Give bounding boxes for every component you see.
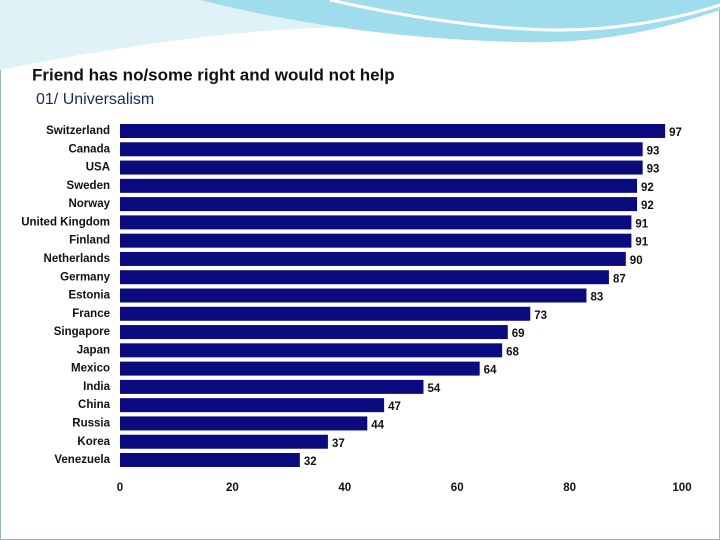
bar xyxy=(120,379,424,394)
y-tick-label: Japan xyxy=(77,344,110,356)
bar xyxy=(120,306,531,321)
y-tick-label: Canada xyxy=(68,143,110,155)
bar xyxy=(120,215,632,230)
value-label: 91 xyxy=(635,237,648,249)
chart-title: Friend has no/some right and would not h… xyxy=(32,65,395,84)
y-tick-label: Sweden xyxy=(67,180,110,192)
bar xyxy=(120,325,508,340)
y-tick-label: Mexico xyxy=(71,363,110,375)
bar xyxy=(120,288,587,303)
y-tick-label: United Kingdom xyxy=(21,216,110,228)
bar xyxy=(120,343,503,358)
bar xyxy=(120,453,300,467)
x-tick-label: 40 xyxy=(338,482,351,494)
y-tick-label: India xyxy=(83,381,110,393)
bar xyxy=(120,416,368,431)
x-tick-label: 100 xyxy=(672,482,691,494)
x-tick-label: 0 xyxy=(117,482,123,494)
value-label: 91 xyxy=(635,218,648,230)
y-tick-label: France xyxy=(72,308,110,320)
y-tick-label: Netherlands xyxy=(44,253,110,265)
value-label: 68 xyxy=(506,346,519,358)
bar xyxy=(120,197,638,212)
x-tick-label: 80 xyxy=(563,482,576,494)
y-tick-label: Switzerland xyxy=(46,125,110,137)
bar xyxy=(120,361,480,376)
bar xyxy=(120,233,632,248)
value-label: 92 xyxy=(641,200,654,212)
value-label: 44 xyxy=(371,419,384,431)
chart-subtitle: 01/ Universalism xyxy=(36,91,154,108)
value-label: 87 xyxy=(613,273,626,285)
decor-wave xyxy=(200,0,720,43)
x-tick-label: 20 xyxy=(226,482,239,494)
bar xyxy=(120,434,328,449)
value-label: 92 xyxy=(641,182,654,194)
value-label: 69 xyxy=(512,328,525,340)
x-tick-label: 60 xyxy=(451,482,464,494)
value-label: 54 xyxy=(427,383,440,395)
y-tick-label: China xyxy=(78,399,111,411)
y-tick-label: Finland xyxy=(69,235,110,247)
y-tick-label: Norway xyxy=(68,198,110,210)
value-label: 47 xyxy=(388,401,401,413)
y-tick-label: Venezuela xyxy=(54,454,110,466)
value-label: 83 xyxy=(590,292,603,304)
value-label: 93 xyxy=(647,145,660,157)
y-tick-label: Estonia xyxy=(68,290,110,302)
value-label: 90 xyxy=(630,255,643,267)
value-label: 97 xyxy=(669,127,682,139)
y-tick-label: Singapore xyxy=(54,326,110,338)
bar xyxy=(120,124,666,138)
bar xyxy=(120,398,385,413)
bar xyxy=(120,160,643,175)
value-label: 64 xyxy=(484,365,497,377)
bar xyxy=(120,178,638,193)
value-label: 73 xyxy=(534,310,547,322)
y-tick-label: Germany xyxy=(60,271,110,283)
value-label: 37 xyxy=(332,438,345,450)
bar xyxy=(120,142,643,157)
decor-wave xyxy=(329,0,720,32)
value-label: 93 xyxy=(647,164,660,176)
value-label: 32 xyxy=(304,456,317,468)
bar xyxy=(120,251,626,266)
bar xyxy=(120,270,609,285)
y-tick-label: Russia xyxy=(72,417,110,429)
y-tick-label: Korea xyxy=(77,436,110,448)
y-tick-label: USA xyxy=(86,162,110,174)
